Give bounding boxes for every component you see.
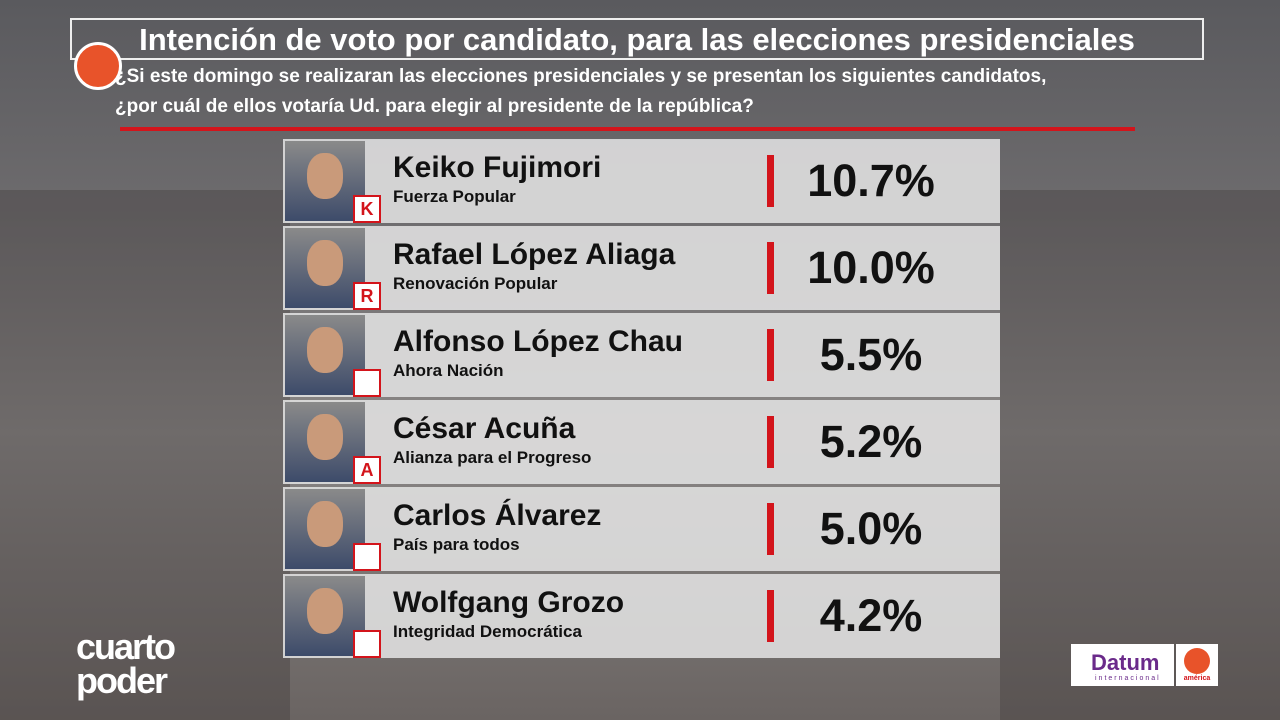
candidate-photo: R xyxy=(285,228,381,310)
candidate-row: Carlos Álvarez País para todos 5.0% xyxy=(283,487,1000,571)
channel-globe xyxy=(1184,648,1210,674)
vote-share: 10.0% xyxy=(807,242,935,293)
vote-share: 5.2% xyxy=(819,416,923,467)
accent-bar xyxy=(767,329,774,381)
title: Intención de voto por candidato, para la… xyxy=(70,18,1204,60)
party-badge: R xyxy=(353,282,381,310)
party-badge xyxy=(353,630,381,658)
vote-share: 10.7% xyxy=(807,155,935,206)
accent-bar xyxy=(767,503,774,555)
face xyxy=(307,240,343,286)
party-badge xyxy=(353,543,381,571)
party-badge xyxy=(353,369,381,397)
face xyxy=(307,588,343,634)
candidate-name: Alfonso López Chau xyxy=(393,325,683,358)
candidate-row: Wolfgang Grozo Integridad Democrática 4.2% xyxy=(283,574,1000,658)
accent-bar xyxy=(767,416,774,468)
face xyxy=(307,153,343,199)
pollster-name: Datum xyxy=(1091,650,1160,675)
candidate-name: Wolfgang Grozo xyxy=(393,586,625,619)
divider xyxy=(120,127,1135,131)
candidate-photo: K xyxy=(285,141,381,223)
question: ¿por cuál de ellos votaría Ud. para eleg… xyxy=(115,96,754,117)
accent-bar xyxy=(767,590,774,642)
candidate-row: A César Acuña Alianza para el Progreso 5.2% xyxy=(283,400,1000,484)
party-name: Integridad Democrática xyxy=(393,622,582,641)
candidate-photo xyxy=(285,489,381,571)
accent-bar xyxy=(767,155,774,207)
face xyxy=(307,501,343,547)
candidate-photo: A xyxy=(285,402,381,484)
channel-logo: américa xyxy=(1176,644,1218,686)
program-logo: cuarto xyxy=(76,626,176,667)
background-building xyxy=(0,190,290,720)
candidate-name: Rafael López Aliaga xyxy=(393,238,676,271)
pollster-logo: Datum internacional xyxy=(1071,644,1174,686)
party-name: Fuerza Popular xyxy=(393,187,516,206)
candidate-row: R Rafael López Aliaga Renovación Popular 10… xyxy=(283,226,1000,310)
channel-name: américa xyxy=(1183,675,1211,682)
vote-share: 4.2% xyxy=(819,590,923,641)
party-name: Ahora Nación xyxy=(393,361,504,380)
party-name: Alianza para el Progreso xyxy=(393,448,592,467)
party-name: Renovación Popular xyxy=(393,274,558,293)
candidate-name: César Acuña xyxy=(393,412,576,445)
accent-bar xyxy=(767,242,774,294)
background-building xyxy=(1000,190,1280,720)
program-logo: poder xyxy=(76,660,168,701)
candidate-name: Carlos Álvarez xyxy=(393,499,602,532)
face xyxy=(307,327,343,373)
party-badge: K xyxy=(353,195,381,223)
candidate-photo xyxy=(285,576,381,658)
party-badge: A xyxy=(353,456,381,484)
face xyxy=(307,414,343,460)
candidate-row: Alfonso López Chau Ahora Nación 5.5% xyxy=(283,313,1000,397)
candidate-photo xyxy=(285,315,381,397)
vote-share: 5.0% xyxy=(819,503,923,554)
vote-share: 5.5% xyxy=(819,329,923,380)
question: ¿Si este domingo se realizaran las elecc… xyxy=(115,66,1047,87)
candidate-name: Keiko Fujimori xyxy=(393,151,602,184)
pollster-sub: internacional xyxy=(1095,675,1161,682)
party-name: País para todos xyxy=(393,535,520,554)
candidate-row: K Keiko Fujimori Fuerza Popular 10.7% xyxy=(283,139,1000,223)
channel-icon xyxy=(74,42,122,90)
